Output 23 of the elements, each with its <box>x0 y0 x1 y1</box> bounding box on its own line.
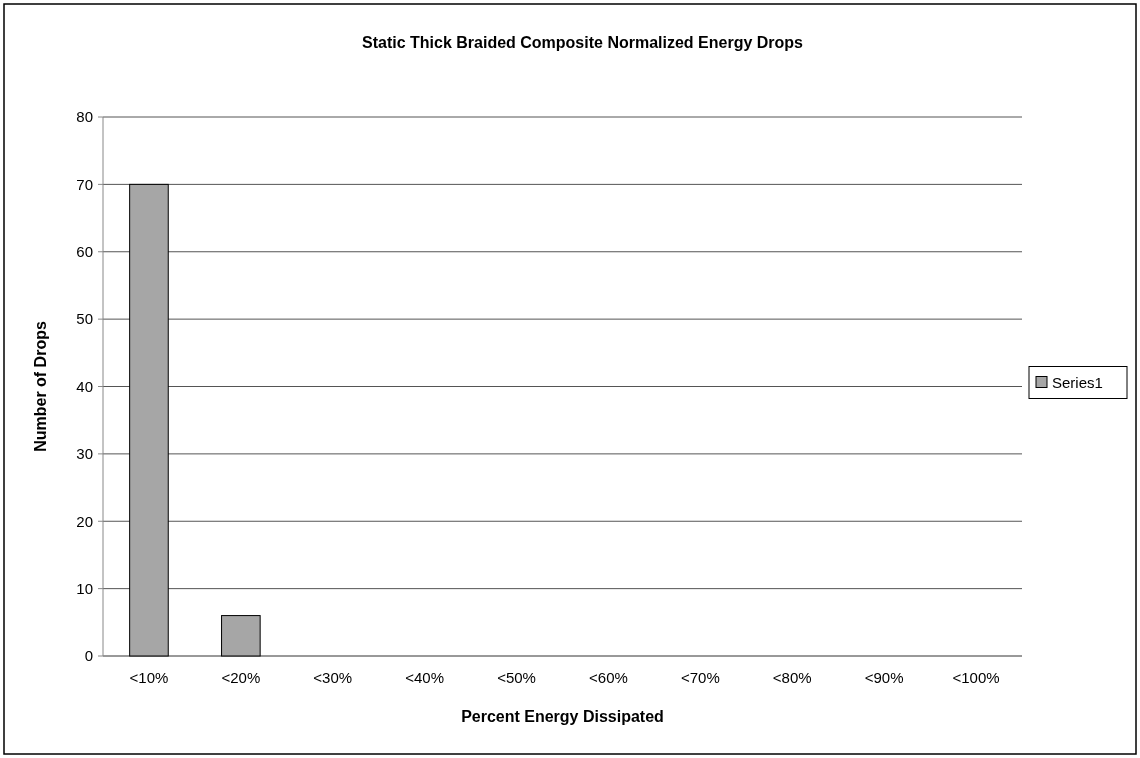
y-tick-label: 50 <box>76 310 93 328</box>
x-tick-label: <40% <box>405 669 445 686</box>
y-tick-label: 40 <box>76 377 93 395</box>
x-tick-label: <70% <box>680 669 720 686</box>
y-tick-label: 70 <box>76 175 93 193</box>
y-tick-label: 80 <box>76 108 93 126</box>
x-tick-label: <100% <box>952 669 1000 686</box>
y-tick-label: 20 <box>76 512 93 530</box>
x-tick-label: <10% <box>129 669 169 686</box>
y-tick-label: 0 <box>84 647 93 665</box>
chart-title: Static Thick Braided Composite Normalized Energy Drops <box>362 34 804 51</box>
x-tick-label: <80% <box>772 669 812 686</box>
x-tick-label: <30% <box>313 669 353 686</box>
x-tick-label: <20% <box>221 669 261 686</box>
legend-label: Series1 <box>1052 373 1103 391</box>
x-tick-label: <90% <box>864 669 904 686</box>
y-tick-label: 10 <box>76 579 93 597</box>
y-tick-label: 60 <box>76 243 93 260</box>
y-axis-title: Number of Drops <box>32 321 49 452</box>
y-tick-label: 30 <box>76 445 93 463</box>
x-tick-label: <50% <box>497 669 536 686</box>
x-tick-label: <60% <box>589 669 628 686</box>
x-axis-title: Percent Energy Dissipated <box>461 708 664 725</box>
